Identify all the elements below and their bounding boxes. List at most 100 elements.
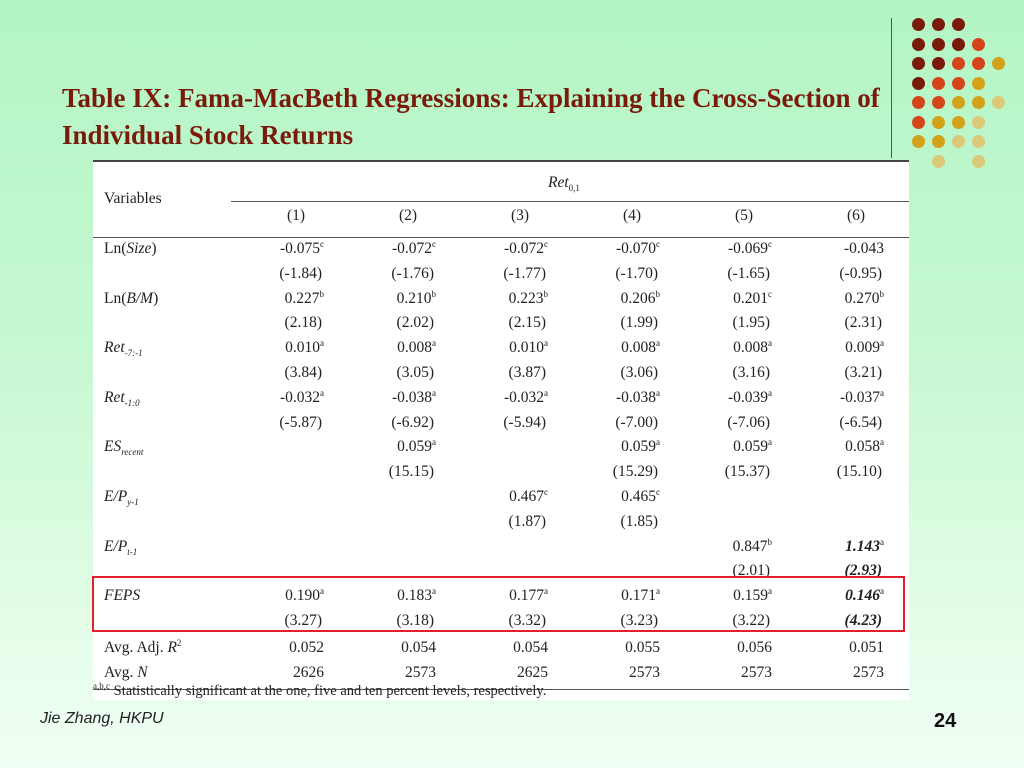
significance-marker: a bbox=[320, 387, 324, 398]
decorative-dot bbox=[932, 18, 945, 31]
t-statistic: (3.27) bbox=[284, 612, 322, 629]
coefficient-value: -0.069 bbox=[727, 240, 768, 257]
table-bottom-rule bbox=[93, 689, 909, 691]
row-label-variable: E/P bbox=[104, 537, 128, 555]
coefficient: 0.467c bbox=[484, 486, 548, 506]
significance-marker: c bbox=[656, 486, 660, 497]
coefficient-value: 0.210 bbox=[396, 289, 432, 307]
row-label-subscript: recent bbox=[121, 447, 144, 458]
t-statistic: (-0.95) bbox=[839, 264, 882, 282]
summary-label-superscript: 2 bbox=[176, 637, 182, 648]
row-label-suffix: ) bbox=[153, 289, 159, 307]
row-label-variable: Ret bbox=[104, 388, 125, 406]
t-statistic: (15.10) bbox=[836, 463, 882, 481]
significance-marker: a bbox=[768, 387, 772, 398]
t-statistic: (-5.87) bbox=[279, 413, 322, 431]
significance-marker: c bbox=[544, 486, 548, 497]
column-header: (3) bbox=[510, 207, 530, 224]
significance-marker: b bbox=[767, 536, 773, 547]
summary-value: 0.052 bbox=[289, 638, 324, 656]
header-bottom-rule bbox=[93, 237, 909, 238]
coefficient-value: 0.008 bbox=[397, 339, 432, 357]
t-statistic: (3.84) bbox=[284, 364, 322, 381]
decorative-dot bbox=[952, 57, 965, 70]
significance-marker: c bbox=[768, 238, 772, 249]
row-label-variable: B/M bbox=[126, 289, 154, 307]
significance-marker: c bbox=[432, 238, 436, 249]
column-header: (4) bbox=[622, 207, 642, 224]
t-statistic: (-7.00) bbox=[615, 413, 658, 431]
t-statistic: (3.21) bbox=[844, 364, 882, 381]
row-label-subscript: y-1 bbox=[127, 497, 139, 508]
significance-marker: c bbox=[544, 238, 548, 249]
t-statistic: (-6.92) bbox=[391, 413, 434, 431]
coefficient-value: -0.043 bbox=[843, 240, 884, 257]
t-statistic: (-6.54) bbox=[839, 413, 882, 431]
coefficient-value: 0.227 bbox=[284, 289, 320, 307]
decorative-dot bbox=[932, 76, 945, 90]
t-statistic: (3.87) bbox=[508, 364, 546, 381]
t-statistic: (2.15) bbox=[508, 314, 546, 332]
decorative-dot bbox=[932, 96, 945, 109]
row-label: Ln(B/M) bbox=[104, 290, 158, 308]
significance-marker: a bbox=[320, 586, 324, 597]
row-label: Ln(Size) bbox=[104, 240, 157, 258]
coefficient: 0.270b bbox=[820, 289, 884, 308]
coefficient: 0.146a bbox=[820, 587, 884, 605]
significance-marker: a bbox=[432, 437, 436, 448]
significance-marker: a bbox=[880, 338, 884, 349]
t-statistic: (15.37) bbox=[724, 463, 770, 481]
coefficient: -0.038a bbox=[596, 388, 660, 407]
t-statistic: (2.18) bbox=[284, 314, 322, 332]
significance-marker: a bbox=[768, 338, 772, 349]
coefficient-value: 0.223 bbox=[508, 289, 544, 307]
footnote-marker: a,b,c bbox=[93, 681, 110, 692]
row-label: Ret-7:-1 bbox=[104, 339, 143, 358]
decorative-dot bbox=[912, 76, 925, 90]
t-statistic: (-5.94) bbox=[503, 413, 546, 431]
decorative-dot bbox=[912, 37, 925, 51]
coefficient: 0.223b bbox=[484, 289, 548, 308]
t-statistic: (3.05) bbox=[396, 364, 434, 381]
coefficient-value: 0.059 bbox=[733, 438, 768, 456]
row-label-variable: Size bbox=[126, 240, 152, 257]
summary-value: 2625 bbox=[517, 663, 548, 681]
coefficient: 0.847b bbox=[708, 536, 773, 556]
coefficient: -0.032a bbox=[484, 388, 548, 407]
t-statistic: (-1.84) bbox=[279, 264, 322, 282]
t-statistic: (-1.65) bbox=[727, 264, 770, 282]
coefficient: -0.072c bbox=[372, 238, 436, 258]
decorative-dot bbox=[972, 154, 985, 168]
decorative-dot bbox=[912, 115, 925, 129]
t-statistic: (3.16) bbox=[732, 364, 770, 381]
coefficient-value: 0.171 bbox=[621, 587, 656, 605]
coefficient: 0.171a bbox=[596, 587, 660, 605]
page-number: 24 bbox=[934, 710, 957, 732]
coefficient-value: -0.038 bbox=[615, 388, 656, 406]
row-label-variable: E/P bbox=[104, 488, 128, 505]
decorative-dot bbox=[992, 57, 1005, 70]
significance-marker: c bbox=[320, 238, 324, 249]
column-header: (5) bbox=[734, 207, 754, 224]
coefficient-value: -0.037 bbox=[839, 388, 880, 406]
coefficient-value: -0.038 bbox=[391, 388, 432, 406]
coefficient: 0.059a bbox=[372, 438, 436, 456]
significance-marker: a bbox=[880, 536, 884, 547]
decorative-dot-grid bbox=[900, 8, 1024, 168]
coefficient: 0.201c bbox=[708, 289, 772, 308]
row-label: E/Py-1 bbox=[104, 488, 139, 507]
feps-highlight-box bbox=[92, 576, 905, 632]
coefficient-value: 0.467 bbox=[509, 488, 544, 505]
row-label-subscript: t-1 bbox=[127, 546, 138, 557]
summary-value: 2573 bbox=[853, 663, 884, 681]
t-statistic: (-1.70) bbox=[615, 264, 658, 282]
coefficient: 0.190a bbox=[260, 587, 324, 605]
significance-marker: b bbox=[319, 288, 325, 299]
coefficient: 0.009a bbox=[820, 339, 884, 357]
header-group: Ret0,1 bbox=[548, 174, 580, 193]
header-group-subscript: 0,1 bbox=[568, 183, 580, 194]
decorative-dot bbox=[972, 37, 985, 51]
coefficient: 0.210b bbox=[372, 289, 436, 308]
t-statistic: (1.99) bbox=[620, 314, 658, 332]
author-footer: Jie Zhang, HKPU bbox=[40, 710, 164, 727]
